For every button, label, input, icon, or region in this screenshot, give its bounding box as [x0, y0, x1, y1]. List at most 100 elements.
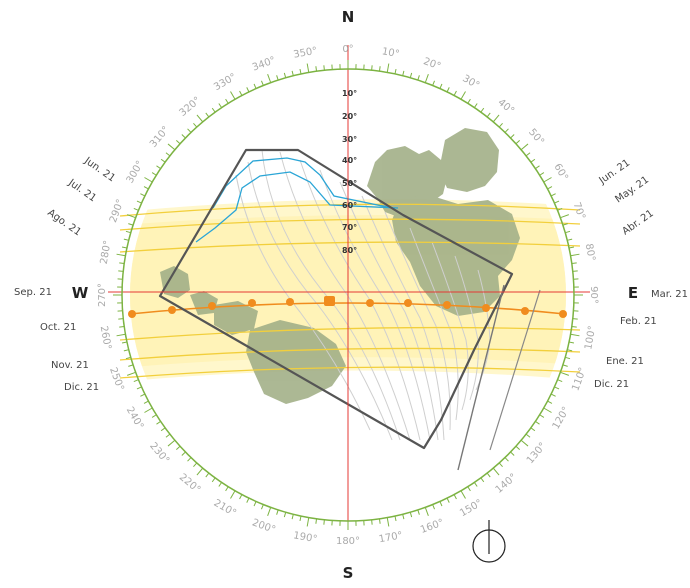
azimuth-label: 250°: [107, 366, 126, 392]
azimuth-tick: [240, 91, 242, 95]
azimuth-tick: [212, 478, 215, 482]
azimuth-label: 120°: [551, 405, 573, 431]
azimuth-tick: [140, 194, 144, 196]
azimuth-label: 20°: [422, 56, 442, 72]
azimuth-label: 220°: [177, 472, 203, 496]
azimuth-tick: [418, 75, 420, 80]
azimuth-tick: [516, 446, 520, 449]
azimuth-tick: [124, 350, 129, 351]
azimuth-tick: [474, 482, 477, 486]
month-label: Ene. 21: [606, 356, 644, 367]
azimuth-tick: [324, 65, 325, 70]
altitude-label: 80°: [342, 246, 357, 255]
azimuth-tick: [551, 394, 555, 396]
altitude-label: 30°: [342, 135, 357, 144]
azimuth-tick: [560, 372, 568, 375]
azimuth-tick: [567, 239, 572, 240]
azimuth-tick: [240, 495, 242, 499]
azimuth-tick: [569, 342, 574, 343]
azimuth-tick: [516, 140, 520, 143]
azimuth-label: 50°: [526, 127, 546, 148]
azimuth-tick: [134, 380, 139, 382]
azimuth-tick: [140, 394, 144, 396]
altitude-label: 10°: [342, 89, 357, 98]
month-label: May. 21: [613, 174, 651, 205]
azimuth-tick: [535, 421, 539, 424]
azimuth-tick: [193, 123, 196, 127]
azimuth-label: 0°: [342, 44, 353, 55]
azimuth-tick: [410, 512, 411, 517]
azimuth-tick: [254, 84, 256, 89]
azimuth-tick: [126, 231, 131, 232]
azimuth-tick: [544, 178, 552, 183]
azimuth-tick: [565, 231, 570, 232]
azimuth-tick: [461, 491, 466, 499]
south-label: S: [343, 564, 354, 582]
azimuth-tick: [277, 510, 279, 515]
month-label: Dic. 21: [64, 382, 99, 393]
azimuth-label: 160°: [419, 517, 445, 536]
azimuth-tick: [572, 263, 577, 264]
azimuth-tick: [182, 135, 186, 138]
azimuth-label: 40°: [495, 97, 516, 117]
azimuth-tick: [226, 99, 229, 103]
azimuth-tick: [447, 498, 449, 502]
azimuth-tick: [152, 415, 156, 418]
azimuth-tick: [540, 173, 544, 176]
azimuth-tick: [284, 73, 285, 78]
azimuth-tick: [521, 144, 528, 150]
month-label: Mar. 21: [651, 289, 688, 300]
azimuth-tick: [300, 69, 301, 74]
azimuth-tick: [117, 254, 126, 256]
azimuth-label: 320°: [177, 95, 203, 119]
azimuth-label: 190°: [292, 530, 318, 545]
azimuth-tick: [137, 201, 142, 203]
azimuth-tick: [387, 518, 389, 527]
azimuth-label: 290°: [108, 198, 127, 224]
azimuth-tick: [119, 326, 124, 327]
azimuth-tick: [454, 91, 456, 95]
azimuth-tick: [206, 113, 209, 117]
azimuth-tick: [487, 473, 490, 477]
azimuth-label: 270°: [97, 283, 108, 307]
month-label: Jun. 21: [597, 158, 633, 187]
azimuth-tick: [197, 468, 203, 475]
azimuth-tick: [156, 421, 160, 424]
azimuth-label: 280°: [99, 240, 114, 266]
azimuth-tick: [137, 387, 142, 389]
azimuth-tick: [247, 87, 249, 91]
azimuth-tick: [127, 372, 135, 375]
azimuth-tick: [122, 342, 127, 343]
azimuth-label: 240°: [124, 405, 146, 431]
azimuth-label: 80°: [583, 243, 597, 262]
azimuth-tick: [573, 271, 578, 272]
month-label: Dic. 21: [594, 379, 629, 390]
azimuth-label: 230°: [147, 441, 171, 467]
azimuth-tick: [128, 224, 133, 226]
azimuth-tick: [176, 446, 180, 449]
azimuth-tick: [569, 247, 574, 248]
azimuth-tick: [468, 487, 471, 491]
azimuth-tick: [219, 482, 222, 486]
azimuth-tick: [292, 514, 293, 519]
azimuth-tick: [161, 159, 165, 162]
azimuth-label: 330°: [212, 72, 238, 94]
altitude-label: 40°: [342, 156, 357, 165]
azimuth-tick: [481, 478, 484, 482]
azimuth-label: 340°: [251, 55, 277, 74]
azimuth-tick: [403, 514, 404, 519]
azimuth-tick: [573, 319, 578, 320]
azimuth-tick: [128, 365, 133, 367]
azimuth-tick: [410, 73, 411, 78]
altitude-label: 60°: [342, 201, 357, 210]
altitude-label: 70°: [342, 223, 357, 232]
azimuth-tick: [454, 495, 456, 499]
azimuth-tick: [206, 473, 209, 477]
azimuth-tick: [505, 129, 508, 133]
azimuth-tick: [493, 468, 499, 475]
azimuth-tick: [372, 520, 373, 525]
azimuth-tick: [440, 501, 442, 506]
azimuth-tick: [316, 519, 317, 524]
azimuth-tick: [118, 271, 123, 272]
month-label: Sep. 21: [14, 287, 52, 298]
